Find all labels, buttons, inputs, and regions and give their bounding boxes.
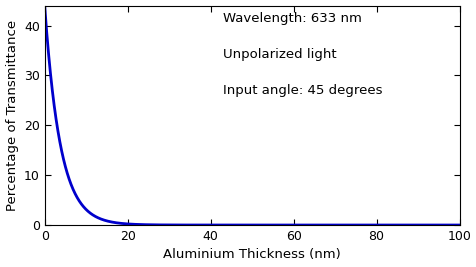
Text: Wavelength: 633 nm

Unpolarized light

Input angle: 45 degrees: Wavelength: 633 nm Unpolarized light Inp… xyxy=(223,12,382,97)
Y-axis label: Percentage of Transmittance: Percentage of Transmittance xyxy=(6,20,19,211)
X-axis label: Aluminium Thickness (nm): Aluminium Thickness (nm) xyxy=(163,249,340,261)
